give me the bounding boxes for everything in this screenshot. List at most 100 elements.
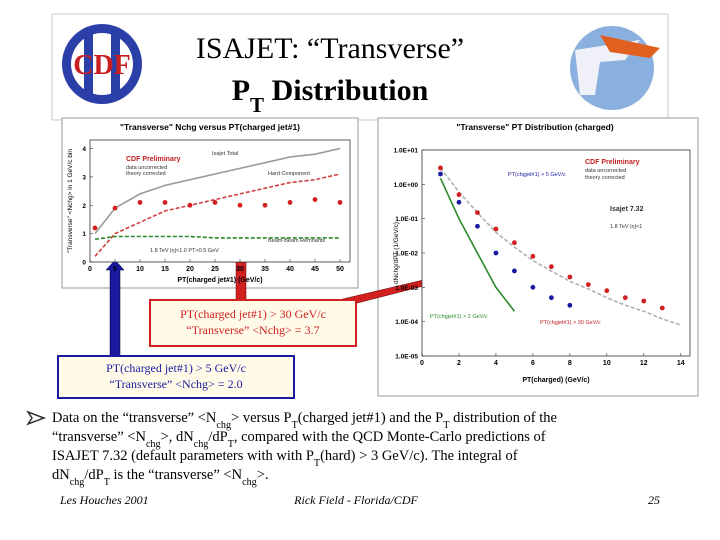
chart-annotation: CDF Preliminary [126, 156, 181, 163]
y-tick-label: 1 [82, 231, 86, 238]
callout-text: “Transverse” <Nchg> = 3.7 [186, 323, 319, 337]
body-line: dNchg/dPT is the “transverse” <Nchg>. [52, 467, 269, 488]
subscript: T [443, 420, 450, 431]
subscript: T [292, 420, 299, 431]
text-run: , compared with the QCD Monte-Carlo pred… [234, 429, 546, 445]
subscript: chg [70, 477, 85, 488]
text-run: Data on the “transverse” <N [52, 410, 217, 426]
y-tick-label: 0 [82, 260, 86, 267]
data-point [237, 202, 243, 208]
arrows [105, 251, 487, 357]
cdf-logo: CDF [62, 24, 142, 104]
y-tick-label: 1.0E-01 [395, 216, 418, 223]
x-tick-label: 25 [211, 266, 219, 273]
x-tick-label: 8 [568, 360, 572, 367]
x-tick-label: 4 [494, 360, 498, 367]
data-point [438, 171, 443, 177]
text-run: /dP [208, 429, 227, 445]
y-tick-label: 2 [82, 203, 86, 210]
y-tick-label: 1.0E+01 [394, 148, 419, 155]
footer-center: Rick Field - Florida/CDF [293, 493, 418, 507]
chart-annotation: theory corrected [585, 175, 625, 181]
data-point [438, 165, 443, 171]
data-point [567, 302, 573, 308]
slide-title: PT Distribution [232, 74, 429, 117]
chart-title: "Transverse" PT Distribution (charged) [456, 122, 613, 132]
x-tick-label: 5 [113, 266, 117, 273]
x-tick-label: 20 [186, 266, 194, 273]
series-line [94, 147, 341, 235]
y-tick-label: 1.0E-02 [395, 251, 418, 258]
subscript: chg [194, 439, 209, 450]
x-tick-label: 12 [640, 360, 648, 367]
data-point [622, 295, 628, 301]
callout-box [149, 299, 357, 347]
right-logo [570, 26, 660, 110]
chart-annotation: data uncorrected [585, 168, 626, 174]
series-line [439, 177, 516, 312]
y-tick-label: 1.0E-03 [395, 285, 418, 292]
x-tick-label: 2 [457, 360, 461, 367]
x-tick-label: 15 [161, 266, 169, 273]
x-axis-label: PT(charged jet#1) (GeV/c) [177, 277, 262, 284]
chart-annotation: theory corrected [126, 171, 166, 177]
data-point [659, 305, 665, 311]
subscript: T [228, 439, 235, 450]
x-tick-label: 14 [677, 360, 685, 367]
logo-shape [600, 35, 660, 58]
data-point [337, 200, 343, 205]
text-run: distribution of the [449, 410, 557, 426]
x-tick-label: 0 [88, 266, 92, 273]
text-run: “transverse” <N [52, 429, 146, 445]
logo-text: CDF [73, 50, 131, 81]
series-line [439, 167, 682, 326]
chart-annotation: Isajet Total [212, 151, 238, 157]
chart-annotation: PT(chgjet#1) > 30 GeV/c [540, 320, 601, 326]
chart-annotation: Hard Component [268, 171, 310, 177]
data-point [162, 200, 168, 205]
chart-annotation: PT(chgjet#1) > 5 GeV/c [508, 172, 566, 178]
header-box [51, 13, 669, 121]
chart-annotation: data uncorrected [126, 165, 167, 171]
chart-annotation: 1.8 TeV |η|<1 [610, 224, 642, 230]
subscript: chg [146, 439, 161, 450]
body-line: Data on the “transverse” <Nchg> versus P… [52, 410, 557, 431]
x-tick-label: 0 [420, 360, 424, 367]
text-run: (charged jet#1) and the P [298, 410, 444, 426]
body-line: “transverse” <Nchg>, dNchg/dPT, compared… [52, 429, 546, 450]
text-run: Distribution [264, 74, 429, 107]
logo-bar [111, 30, 120, 98]
text-run: >, dN [161, 429, 195, 445]
data-point [475, 223, 480, 229]
data-point [137, 200, 143, 205]
x-tick-label: 50 [336, 266, 344, 273]
plot-area [89, 139, 351, 263]
subscript: T [250, 93, 264, 117]
subscript: T [314, 458, 321, 469]
callout-text: PT(charged jet#1) > 5 GeV/c [106, 361, 246, 375]
text-run: /dP [84, 467, 103, 483]
slide-title: ISAJET: “Transverse” [196, 32, 464, 65]
text-run: > versus P [231, 410, 292, 426]
data-point [512, 268, 517, 274]
data-point [493, 250, 499, 256]
data-point [548, 295, 554, 301]
data-point [312, 197, 318, 202]
data-point [187, 202, 193, 208]
chart-annotation: 1.8 TeV |η|<1.0 PT>0.5 GeV [150, 248, 219, 254]
arrow [105, 259, 125, 357]
subscript: chg [242, 477, 257, 488]
text-run: (hard) > 3 GeV/c). The integral of [320, 448, 518, 464]
subscript: chg [216, 420, 231, 431]
data-point [92, 225, 98, 231]
text-run: is the “transverse” <N [110, 467, 243, 483]
y-tick-label: 1.0E-05 [395, 354, 418, 361]
x-tick-label: 10 [603, 360, 611, 367]
data-point [585, 282, 591, 288]
callout-text: PT(charged jet#1) > 30 GeV/c [180, 307, 326, 321]
text-run: >. [257, 467, 269, 483]
data-point [112, 205, 118, 211]
data-point [287, 200, 293, 205]
